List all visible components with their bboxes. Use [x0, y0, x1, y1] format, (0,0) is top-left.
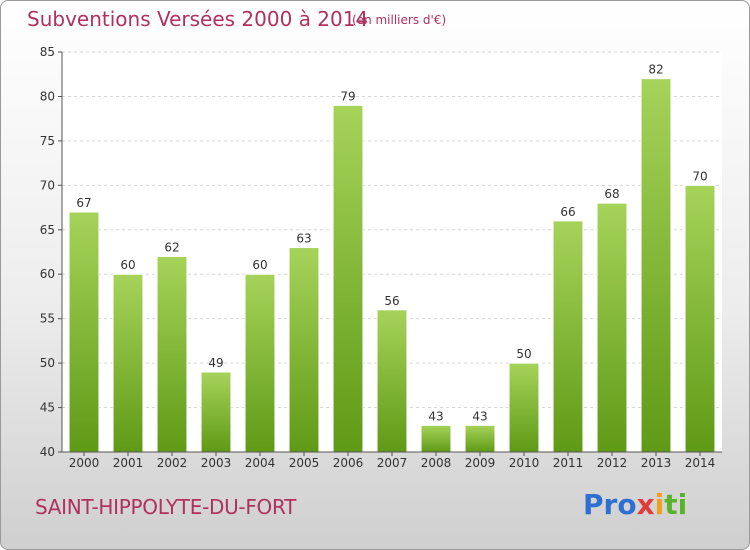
bar-2006	[332, 104, 364, 453]
y-tick-label: 40	[40, 445, 55, 459]
data-label-2007: 56	[384, 294, 399, 308]
x-tick-label-2014: 2014	[685, 456, 716, 470]
bar-2002	[156, 255, 188, 453]
data-label-2006: 79	[340, 89, 355, 103]
y-tick-label: 80	[40, 89, 55, 103]
data-label-2012: 68	[604, 187, 619, 201]
x-tick-label-2004: 2004	[245, 456, 276, 470]
bar-2005	[288, 247, 320, 453]
bar-2013	[640, 78, 672, 453]
bar-2003	[200, 371, 232, 453]
bar-2008	[420, 424, 452, 453]
data-label-2005: 63	[296, 232, 311, 246]
data-label-2004: 60	[252, 258, 267, 272]
x-tick-label-2001: 2001	[113, 456, 144, 470]
bar-2014	[684, 184, 716, 453]
data-label-2002: 62	[164, 240, 179, 254]
place-name: SAINT-HIPPOLYTE-DU-FORT	[35, 495, 297, 519]
y-tick-label: 85	[40, 45, 55, 59]
data-label-2000: 67	[76, 196, 91, 210]
chart-title: Subventions Versées 2000 à 2014	[27, 7, 369, 31]
x-tick-label-2008: 2008	[421, 456, 452, 470]
x-tick-label-2011: 2011	[553, 456, 584, 470]
bars	[68, 78, 716, 453]
data-label-2009: 43	[472, 409, 487, 423]
bar-2007	[376, 309, 408, 453]
data-label-2014: 70	[692, 169, 707, 183]
x-tick-label-2006: 2006	[333, 456, 364, 470]
x-tick-label-2012: 2012	[597, 456, 628, 470]
data-label-2011: 66	[560, 205, 575, 219]
proxiti-logo[interactable]: Proxiti	[583, 488, 688, 521]
y-tick-label: 70	[40, 178, 55, 192]
x-tick-label-2007: 2007	[377, 456, 408, 470]
data-label-2013: 82	[648, 63, 663, 77]
y-tick-label: 65	[40, 223, 55, 237]
y-tick-label: 50	[40, 356, 55, 370]
chart-subtitle: (en milliers d'€)	[352, 13, 447, 27]
bar-2004	[244, 273, 276, 453]
bar-2001	[112, 273, 144, 453]
x-tick-label-2013: 2013	[641, 456, 672, 470]
y-tick-label: 45	[40, 401, 55, 415]
x-tick-label-2010: 2010	[509, 456, 540, 470]
bar-2009	[464, 424, 496, 453]
y-axis-ticks: 40 45 50 55 60 65 70 75 80 85	[40, 45, 62, 459]
data-label-2010: 50	[516, 347, 531, 361]
y-tick-label: 60	[40, 267, 55, 281]
data-label-2001: 60	[120, 258, 135, 272]
y-tick-label: 55	[40, 312, 55, 326]
x-tick-label-2002: 2002	[157, 456, 188, 470]
x-tick-label-2009: 2009	[465, 456, 496, 470]
data-labels: 67 60 62 49 60 63 79 56 43 43 50 66 68 82 70	[76, 63, 707, 424]
bar-2012	[596, 202, 628, 453]
bar-2011	[552, 220, 584, 453]
x-tick-label-2005: 2005	[289, 456, 320, 470]
bar-2000	[68, 211, 100, 453]
x-tick-label-2003: 2003	[201, 456, 232, 470]
data-label-2008: 43	[428, 409, 443, 423]
y-tick-label: 75	[40, 134, 55, 148]
data-label-2003: 49	[208, 356, 223, 370]
x-axis-ticks: 2000 2001 2002 2003 2004 2005 2006 2007 2008 2009…	[69, 452, 716, 470]
x-tick-label-2000: 2000	[69, 456, 100, 470]
bar-2010	[508, 362, 540, 453]
